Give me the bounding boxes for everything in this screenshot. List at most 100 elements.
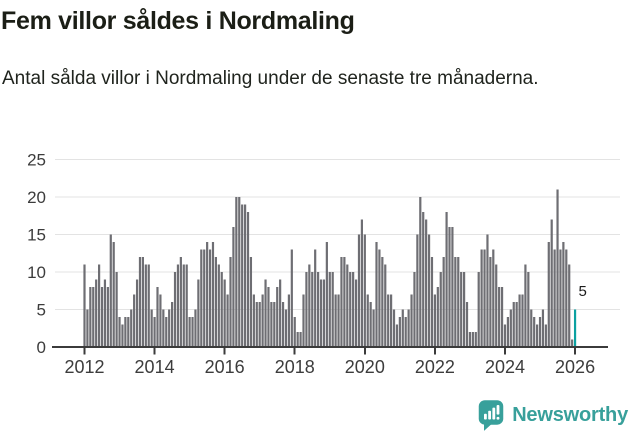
bar	[308, 264, 311, 347]
bar	[568, 264, 571, 347]
x-axis-label: 2020	[345, 357, 385, 377]
bar	[498, 287, 501, 347]
bar	[489, 257, 492, 347]
bar	[159, 294, 162, 347]
chart-title: Fem villor såldes i Nordmaling	[1, 7, 355, 35]
bar	[384, 264, 387, 347]
bar	[357, 234, 361, 347]
bar	[293, 317, 296, 347]
bar	[188, 317, 191, 347]
bar	[206, 242, 209, 347]
bar	[226, 294, 229, 347]
bar	[133, 294, 136, 347]
bar	[457, 257, 460, 347]
bar	[258, 302, 261, 347]
chart-subtitle: Antal sålda villor i Nordmaling under de…	[2, 68, 539, 89]
bar	[249, 257, 253, 347]
bar	[366, 294, 369, 347]
bar	[436, 287, 439, 347]
bar	[425, 219, 428, 347]
bar	[162, 309, 165, 347]
bar	[395, 324, 399, 347]
bar	[89, 287, 92, 347]
bar	[422, 212, 425, 347]
bar	[331, 272, 334, 347]
bar	[340, 257, 343, 347]
bar	[179, 257, 182, 347]
bar	[544, 324, 547, 347]
bar	[538, 317, 542, 347]
bar	[109, 234, 112, 347]
highlighted-bar	[573, 309, 577, 347]
x-axis-label: 2016	[205, 357, 245, 377]
bar	[343, 257, 346, 347]
x-axis-label: 2018	[275, 357, 315, 377]
bar	[352, 272, 355, 347]
bar	[252, 294, 255, 347]
bar	[135, 279, 139, 347]
bar	[98, 264, 101, 347]
bar	[500, 287, 504, 347]
bar	[448, 227, 451, 347]
bar	[536, 324, 539, 347]
bar	[171, 302, 174, 347]
bar	[83, 264, 86, 347]
bar	[241, 204, 244, 347]
bar	[410, 294, 413, 347]
bar	[182, 264, 185, 347]
bar	[281, 302, 285, 347]
bar	[550, 219, 553, 347]
bar	[483, 249, 486, 347]
bar	[153, 317, 156, 347]
bar	[463, 272, 466, 347]
bar	[92, 287, 95, 347]
bar	[518, 294, 521, 347]
bar	[477, 272, 480, 347]
y-axis-label: 20	[27, 188, 46, 207]
bar	[427, 234, 431, 347]
bar	[495, 264, 498, 347]
bar	[244, 204, 247, 347]
bar	[354, 279, 358, 347]
bar	[124, 317, 127, 347]
bar	[302, 294, 305, 347]
x-axis-label: 2026	[555, 357, 595, 377]
bar	[416, 234, 419, 347]
bar	[571, 339, 574, 347]
bar	[334, 294, 337, 347]
bar	[451, 227, 454, 347]
bar	[299, 332, 302, 347]
bar	[439, 272, 442, 347]
bar	[214, 257, 217, 347]
y-axis-label: 25	[27, 151, 46, 170]
bar	[468, 332, 472, 347]
bar	[311, 272, 314, 347]
bar-chart: 0 5 10 15 20 25 2012 2014 2016 2018 2020 2022 2024 20…	[27, 151, 620, 377]
bar	[430, 257, 434, 347]
bar	[559, 249, 562, 347]
bar	[471, 332, 474, 347]
bar	[229, 257, 232, 347]
bar	[118, 317, 121, 347]
bar	[144, 264, 147, 347]
bar	[413, 272, 416, 347]
bar	[267, 287, 270, 347]
x-axis-label: 2014	[135, 357, 175, 377]
bar	[506, 317, 509, 347]
x-axis-label: 2012	[64, 357, 104, 377]
bar	[203, 249, 206, 347]
bar	[173, 272, 177, 347]
bar	[562, 242, 565, 347]
bar	[130, 309, 133, 347]
bar	[325, 242, 328, 347]
bar	[319, 279, 323, 347]
bar	[509, 309, 512, 347]
bar	[328, 272, 331, 347]
newsworthy-logo-text: Newsworthy	[512, 404, 628, 426]
bar	[524, 264, 527, 347]
bar	[512, 302, 515, 347]
bar	[211, 242, 215, 347]
bar	[317, 272, 320, 347]
bar	[168, 309, 171, 347]
